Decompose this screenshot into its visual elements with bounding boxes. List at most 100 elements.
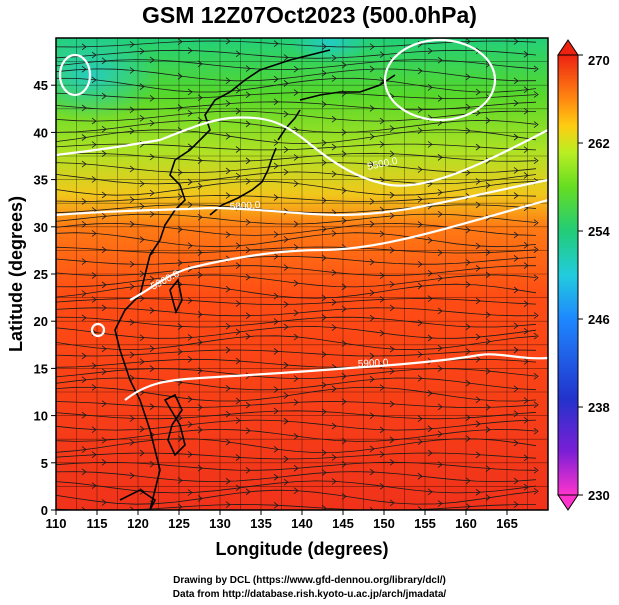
streamline-arrow (321, 254, 327, 262)
streamline-arrow (427, 84, 433, 91)
streamline-arrow (369, 468, 375, 476)
streamline-arrow (513, 286, 519, 294)
streamline-arrow (369, 220, 375, 228)
streamline-arrow (417, 196, 423, 203)
streamline-arrow (273, 194, 279, 201)
streamline-arrow (245, 333, 251, 340)
streamline-arrow (523, 50, 529, 58)
streamline-arrow (91, 51, 97, 59)
streamline-arrow (129, 351, 135, 359)
streamline-arrow (101, 458, 107, 466)
streamline-arrow (369, 352, 375, 360)
streamline-arrow (81, 352, 87, 360)
streamline-arrow (149, 210, 155, 218)
streamline-arrow (417, 472, 423, 480)
streamline-arrow (139, 334, 145, 342)
streamline-arrow (273, 292, 279, 300)
streamline-arrow (475, 420, 481, 428)
streamline-arrow (417, 282, 423, 290)
streamline-arrow (283, 455, 289, 463)
streamline-arrow (369, 507, 375, 510)
streamline-arrow (129, 106, 135, 114)
streamline-arrow (149, 119, 155, 127)
streamline-arrow (465, 259, 471, 266)
streamline-arrow (293, 333, 299, 341)
streamline-arrow (245, 401, 251, 409)
colorbar-tick-label: 246 (588, 312, 610, 327)
streamline-arrow (101, 281, 107, 289)
streamline-arrow (235, 172, 241, 180)
streamline-arrow (379, 451, 385, 458)
streamline-arrow (475, 451, 481, 459)
streamline-arrow (197, 249, 203, 256)
streamline-arrow (129, 260, 135, 268)
streamline-arrow (485, 311, 491, 319)
x-tick-label: 110 (46, 516, 67, 531)
streamline (56, 349, 537, 357)
colorbar-tick-label: 230 (588, 488, 610, 503)
streamline-arrow (197, 271, 203, 279)
x-tick-label: 115 (87, 516, 108, 531)
streamline-arrow (485, 249, 491, 256)
streamline (56, 452, 537, 460)
streamline-arrow (341, 437, 347, 445)
streamline-arrow (331, 115, 337, 123)
streamline-arrow (129, 67, 135, 74)
streamline (56, 255, 537, 265)
streamline-arrow (235, 86, 241, 94)
streamline-arrow (81, 221, 87, 228)
streamline-arrow (293, 180, 299, 187)
streamline-arrow (245, 273, 251, 281)
streamline-arrow (273, 502, 279, 509)
streamline (56, 101, 537, 111)
streamline-arrow (101, 400, 107, 407)
streamline-arrow (379, 295, 385, 303)
streamline-arrow (245, 157, 251, 165)
streamline-arrow (225, 385, 231, 392)
streamline-arrow (369, 65, 375, 73)
streamline-arrow (235, 50, 241, 58)
streamline-arrow (149, 307, 155, 314)
streamline-arrow (235, 107, 241, 115)
streamline-arrow (417, 351, 423, 358)
streamline-arrow (81, 104, 87, 112)
streamline-arrow (81, 446, 87, 453)
streamline-arrow (245, 120, 251, 128)
streamline-arrow (139, 236, 145, 243)
x-tick-label: 140 (291, 516, 313, 531)
streamline-arrow (273, 407, 279, 415)
streamline-arrow (129, 196, 135, 203)
streamline-arrow (513, 477, 519, 485)
streamline-arrow (465, 281, 471, 288)
streamline-arrow (101, 212, 107, 220)
streamline-arrow (197, 426, 203, 434)
streamline (56, 428, 537, 442)
streamline-arrow (331, 54, 337, 62)
streamline-arrow (427, 295, 433, 302)
y-tick-label: 0 (41, 503, 48, 518)
streamline-arrow (149, 95, 155, 102)
streamline-arrow (437, 249, 443, 257)
streamline-arrow (225, 132, 231, 140)
contour-label-5800: 5800.0 (229, 200, 261, 213)
streamline-arrow (513, 501, 519, 508)
credit-data-source: Data from http://database.rish.kyoto-u.a… (172, 589, 447, 600)
streamline (56, 377, 537, 391)
streamline-arrow (283, 110, 289, 118)
streamline-arrow (225, 501, 231, 508)
streamline-arrow (235, 262, 241, 269)
streamline-arrow (149, 153, 155, 161)
streamline-arrow (245, 91, 251, 99)
streamline (56, 326, 537, 339)
y-tick-label: 25 (34, 267, 48, 282)
streamline-arrow (437, 154, 443, 161)
streamline-arrow (485, 214, 491, 222)
streamline-arrow (283, 361, 289, 369)
streamline-arrow (187, 421, 193, 428)
streamline-arrow (369, 43, 375, 51)
streamline-arrow (129, 127, 135, 135)
streamline-arrow (513, 410, 519, 418)
streamline (56, 307, 537, 317)
streamline-arrow (513, 133, 519, 141)
streamline-arrow (177, 193, 183, 200)
